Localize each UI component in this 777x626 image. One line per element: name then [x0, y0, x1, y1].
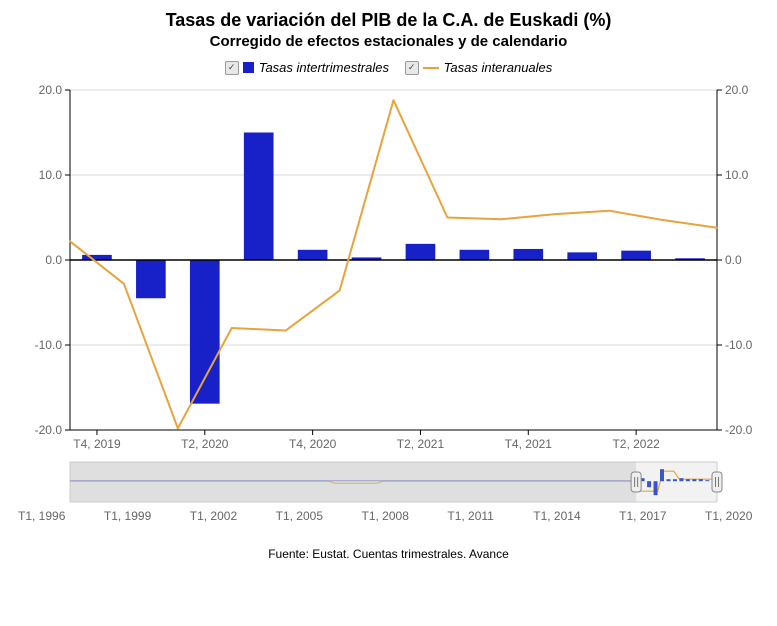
navigator-tick-label: T1, 2008	[362, 509, 410, 523]
checkbox-icon: ✓	[225, 61, 239, 75]
bar[interactable]	[82, 255, 112, 260]
x-tick-label: T4, 2020	[289, 437, 337, 451]
y-tick-left: 20.0	[39, 83, 63, 97]
chart-subtitle: Corregido de efectos estacionales y de c…	[10, 33, 767, 50]
navigator-bar	[686, 479, 690, 481]
navigator-bar	[692, 479, 696, 481]
navigator-bar	[679, 478, 683, 481]
navigator-tick-label: T1, 2005	[276, 509, 324, 523]
navigator-bar	[654, 481, 658, 495]
navigator-bar	[647, 481, 651, 487]
navigator-tick-label: T1, 2017	[619, 509, 667, 523]
navigator-tick-label: T1, 2020	[705, 509, 753, 523]
bar[interactable]	[460, 250, 490, 260]
line-series[interactable]	[70, 100, 717, 428]
legend-item-bars[interactable]: ✓ Tasas intertrimestrales	[225, 60, 389, 75]
bar-swatch-icon	[243, 62, 254, 73]
navigator-handle-right[interactable]	[712, 472, 722, 492]
y-tick-right: 10.0	[725, 168, 749, 182]
bar[interactable]	[298, 250, 328, 260]
bar[interactable]	[567, 252, 597, 260]
chart-title: Tasas de variación del PIB de la C.A. de…	[10, 10, 767, 31]
y-tick-right: 20.0	[725, 83, 749, 97]
navigator-bar	[705, 480, 709, 481]
x-tick-label: T2, 2020	[181, 437, 229, 451]
bar[interactable]	[244, 133, 274, 261]
x-tick-label: T4, 2019	[73, 437, 121, 451]
navigator-bar	[660, 469, 664, 481]
bar[interactable]	[190, 260, 220, 404]
navigator-tick-label: T1, 1999	[104, 509, 152, 523]
navigator-svg: T1, 1996 T1, 1999 T1, 2002 T1, 2005 T1, 2008…	[10, 460, 767, 535]
y-tick-left: -20.0	[35, 423, 63, 437]
legend-label-line: Tasas interanuales	[444, 60, 553, 75]
navigator-bar	[666, 479, 670, 481]
navigator-tick-label: T1, 2014	[533, 509, 581, 523]
navigator-tick-label: T1, 2002	[190, 509, 238, 523]
x-tick-label: T2, 2022	[612, 437, 660, 451]
navigator-bar	[673, 479, 677, 481]
x-tick-label: T4, 2021	[505, 437, 553, 451]
legend: ✓ Tasas intertrimestrales ✓ Tasas intera…	[10, 58, 767, 75]
navigator-mask-left	[70, 462, 636, 502]
line-swatch-icon	[423, 67, 439, 69]
y-tick-left: 10.0	[39, 168, 63, 182]
navigator-tick-label: T1, 1996	[18, 509, 66, 523]
main-plot-area: -20.0 -20.0 -10.0 -10.0 0.0 0.0 10.0 10.0 20.0 20…	[10, 80, 767, 460]
chart-container: Tasas de variación del PIB de la C.A. de…	[10, 10, 767, 561]
navigator-bar	[699, 479, 703, 481]
y-tick-right: -10.0	[725, 338, 753, 352]
bar[interactable]	[513, 249, 543, 260]
source-text: Fuente: Eustat. Cuentas trimestrales. Av…	[10, 547, 767, 561]
y-tick-left: 0.0	[45, 253, 62, 267]
bar[interactable]	[621, 251, 651, 260]
x-tick-label: T2, 2021	[397, 437, 445, 451]
y-tick-left: -10.0	[35, 338, 63, 352]
bar[interactable]	[136, 260, 166, 298]
navigator-tick-label: T1, 2011	[447, 509, 494, 523]
main-chart-svg: -20.0 -20.0 -10.0 -10.0 0.0 0.0 10.0 10.0 20.0 20…	[10, 80, 767, 460]
y-tick-right: -20.0	[725, 423, 753, 437]
checkbox-icon: ✓	[405, 61, 419, 75]
navigator-handle-left[interactable]	[631, 472, 641, 492]
y-tick-right: 0.0	[725, 253, 742, 267]
navigator-area[interactable]: T1, 1996 T1, 1999 T1, 2002 T1, 2005 T1, 2008…	[10, 460, 767, 535]
legend-item-line[interactable]: ✓ Tasas interanuales	[405, 60, 553, 75]
legend-label-bars: Tasas intertrimestrales	[259, 60, 389, 75]
bar[interactable]	[406, 244, 436, 260]
